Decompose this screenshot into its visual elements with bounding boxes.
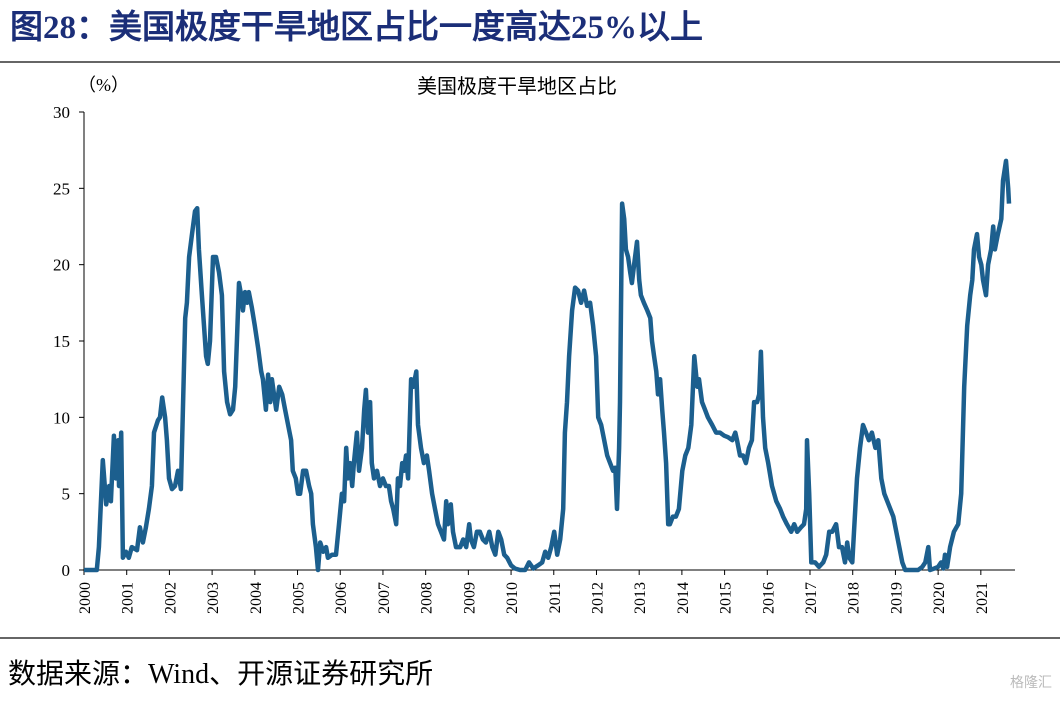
x-tick-label: 2019 — [888, 582, 905, 614]
x-tick-label: 2005 — [291, 582, 308, 614]
y-tick-label: 0 — [62, 561, 71, 580]
y-tick-label: 30 — [53, 103, 70, 122]
x-tick-label: 2017 — [803, 582, 820, 614]
x-tick-label: 2008 — [419, 582, 436, 614]
x-tick-label: 2020 — [931, 582, 948, 614]
x-tick-label: 2004 — [248, 582, 265, 614]
x-tick-label: 2013 — [632, 582, 649, 614]
x-tick-label: 2009 — [461, 582, 478, 614]
x-tick-label: 2006 — [333, 582, 350, 614]
x-tick-label: 2018 — [846, 582, 863, 614]
x-tick-label: 2000 — [77, 582, 94, 614]
x-tick-label: 2012 — [589, 582, 606, 614]
x-tick-label: 2016 — [760, 582, 777, 614]
x-tick-label: 2014 — [675, 582, 692, 614]
x-tick-label: 2007 — [376, 582, 393, 614]
x-tick-label: 2010 — [504, 582, 521, 614]
data-line — [84, 158, 1012, 573]
x-tick-label: 2003 — [205, 582, 222, 614]
y-tick-label: 5 — [62, 485, 71, 504]
x-tick-label: 2015 — [718, 582, 735, 614]
y-tick-label: 10 — [53, 408, 70, 427]
figure-title: 图28：美国极度干旱地区占比一度高达25%以上 — [10, 9, 703, 46]
y-tick-label: 20 — [53, 256, 70, 275]
y-tick-label: 15 — [53, 332, 70, 351]
x-tick-label: 2002 — [162, 582, 179, 614]
y-tick-label: 25 — [53, 179, 70, 198]
y-axis-label: （%） — [78, 75, 129, 95]
chart-title: 美国极度干旱地区占比 — [417, 75, 617, 98]
watermark: 格隆汇 — [1010, 675, 1052, 691]
x-tick-label: 2001 — [120, 582, 137, 614]
source-note: 数据来源：Wind、开源证券研究所 — [8, 658, 433, 690]
x-tick-label: 2011 — [547, 582, 564, 613]
x-tick-label: 2021 — [974, 582, 991, 614]
